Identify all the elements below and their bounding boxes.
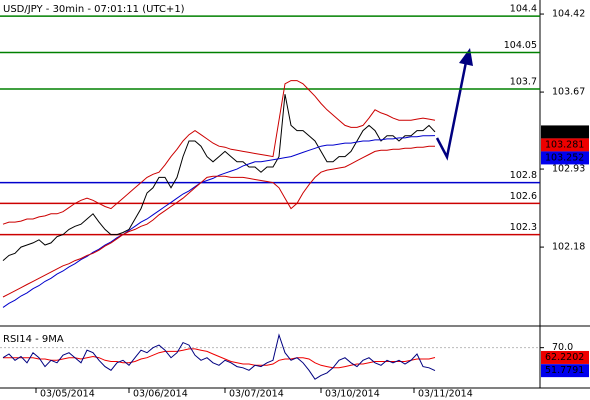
x-tick-label: 03/11/2014 — [418, 389, 473, 400]
value-box — [541, 125, 589, 139]
y-tick-label: 70.0 — [552, 342, 573, 353]
x-tick-label: 03/10/2014 — [325, 389, 380, 400]
value-box-label: 103.252 — [545, 152, 584, 163]
forecast-arrow — [435, 61, 468, 161]
value-box-label: 103.287 — [545, 126, 584, 137]
series-line — [2, 135, 436, 308]
chart-title: USD/JPY - 30min - 07:01:11 (UTC+1) — [3, 4, 185, 15]
value-box — [541, 364, 589, 378]
x-tick-label: 03/05/2014 — [40, 389, 95, 400]
value-box — [541, 350, 589, 364]
y-tick-label: 104.42 — [552, 9, 585, 20]
value-box-label: 51.7791 — [545, 365, 584, 376]
value-box — [541, 151, 589, 165]
y-tick-label: 102.93 — [552, 164, 585, 175]
level-label: 104.4 — [510, 4, 537, 15]
level-label: 102.3 — [510, 222, 537, 233]
series-line — [2, 333, 436, 380]
y-tick-label: 102.18 — [552, 242, 585, 253]
series-line — [2, 94, 436, 261]
level-label: 104.05 — [504, 40, 537, 51]
x-tick-label: 03/07/2014 — [229, 389, 284, 400]
series-line — [2, 145, 435, 298]
level-label: 103.7 — [510, 76, 537, 87]
value-box-label: 103.281 — [545, 139, 584, 150]
chart-title: RSI14 - 9MA — [3, 334, 64, 345]
value-box — [541, 138, 589, 152]
y-tick-label: 103.67 — [552, 87, 585, 98]
series-line — [2, 80, 436, 225]
x-tick-label: 03/06/2014 — [133, 389, 188, 400]
value-box-label: 62.2202 — [545, 352, 584, 363]
level-label: 102.8 — [510, 170, 537, 181]
level-label: 102.6 — [510, 191, 537, 202]
